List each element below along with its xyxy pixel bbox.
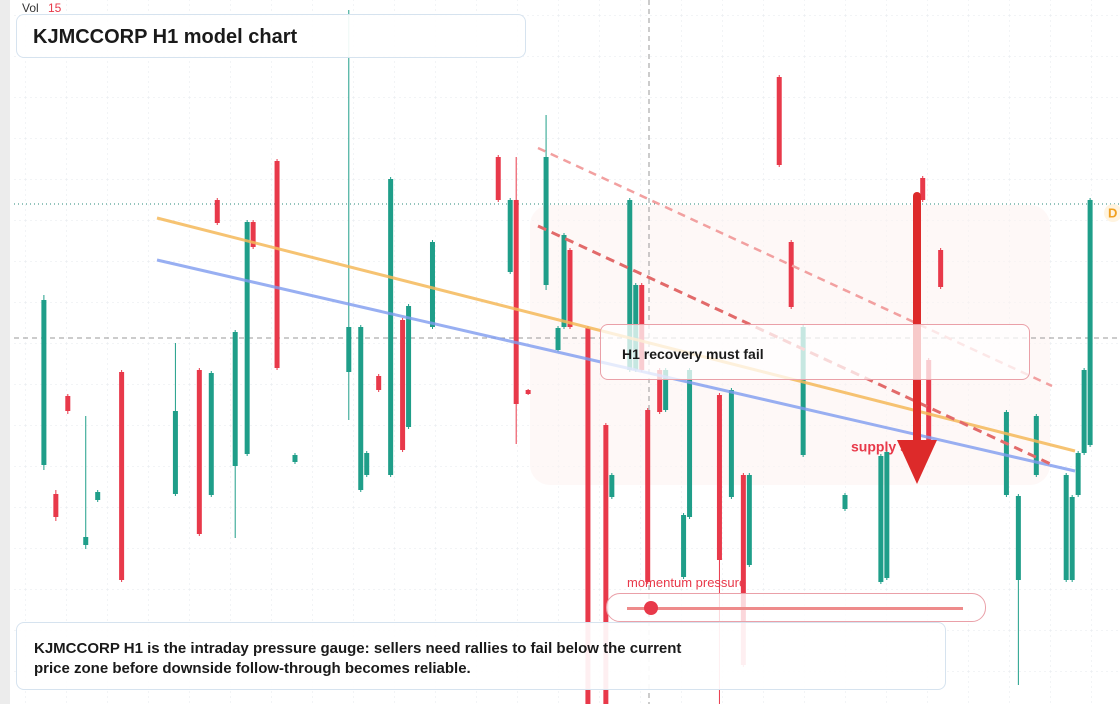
candles [41, 10, 1093, 704]
candle-body [645, 410, 651, 582]
title-panel: KJMCCORP H1 model chart [16, 14, 526, 58]
candle-body [627, 200, 633, 370]
candle-body [585, 328, 591, 704]
channel-line [537, 224, 1056, 468]
candle-body [884, 452, 890, 578]
candle-body [1069, 497, 1075, 580]
candle-body [41, 300, 47, 465]
candle-body [603, 425, 609, 704]
gauge-knob[interactable] [644, 601, 658, 615]
candle-body [244, 222, 250, 454]
candle-body [1063, 475, 1069, 580]
candle-body [800, 327, 806, 455]
candle-body [406, 306, 412, 427]
candle-body [429, 242, 435, 327]
candle-body [358, 327, 364, 490]
candle-body [507, 200, 513, 272]
candle-body [208, 373, 214, 495]
candle-body [878, 456, 884, 582]
candle-body [388, 179, 394, 475]
candle-body [196, 370, 202, 534]
candle-body [1033, 416, 1039, 475]
gauge-track[interactable] [606, 593, 986, 622]
candle-body [842, 495, 848, 509]
badge [1104, 204, 1120, 222]
gauge-line [627, 607, 963, 610]
caption-panel: KJMCCORP H1 is the intraday pressure gau… [16, 622, 946, 690]
caption-text: KJMCCORP H1 is the intraday pressure gau… [34, 640, 682, 677]
candle-body [788, 242, 794, 307]
candle-body [214, 200, 220, 223]
arrow-head [897, 440, 937, 484]
candle-body [172, 411, 178, 494]
badge-text: D [1108, 205, 1117, 220]
candle-body [555, 328, 561, 350]
candle-body [495, 157, 501, 200]
candle-body [740, 475, 746, 665]
candle-body [364, 453, 370, 475]
candle-body [543, 157, 549, 285]
candle-body [657, 370, 663, 412]
volume-label: Vol [22, 1, 39, 15]
candle-body [561, 235, 567, 327]
annotation-text: H1 recovery must fail [622, 346, 764, 362]
candle-body [53, 494, 59, 517]
annotation-panel: H1 recovery must fail [600, 324, 1030, 380]
candle-body [83, 537, 89, 545]
channel-line [537, 146, 1053, 388]
candle-body [920, 178, 926, 200]
candle-body [681, 515, 687, 577]
candle-body [776, 77, 782, 165]
candle-body [1075, 453, 1081, 495]
candle-body [926, 360, 932, 440]
volume-value: 15 [48, 1, 62, 15]
candle-body [746, 475, 752, 565]
candle-body [716, 395, 722, 560]
side-strip [0, 0, 10, 704]
gauge-label: momentum pressure [627, 575, 747, 590]
candle-body [525, 390, 531, 394]
candle-body [1015, 496, 1021, 580]
candle-body [687, 370, 693, 517]
candle-body [65, 396, 71, 411]
candle-body [513, 200, 519, 404]
candle-body [1081, 370, 1087, 453]
candle-body [95, 492, 101, 500]
candle-body [346, 327, 352, 372]
candle-body [376, 376, 382, 390]
candle-body [232, 332, 238, 466]
candle-body [250, 222, 256, 247]
candle-body [119, 372, 125, 580]
candle-body [274, 161, 280, 368]
candle-body [400, 320, 406, 450]
chart-title: KJMCCORP H1 model chart [33, 26, 298, 48]
candle-body [728, 390, 734, 497]
candle-body [1003, 412, 1009, 495]
candle-body [292, 455, 298, 462]
candle-body [567, 250, 573, 327]
candle-body [663, 370, 669, 410]
candle-body [609, 475, 615, 497]
candle-body [938, 250, 944, 287]
candle-body [1087, 200, 1093, 445]
